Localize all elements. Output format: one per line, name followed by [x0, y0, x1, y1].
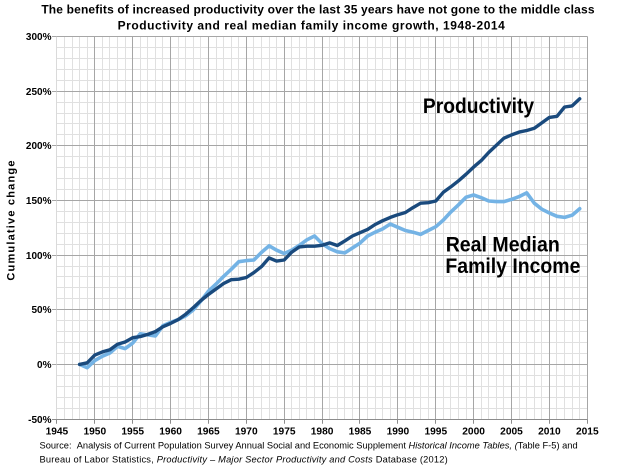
- svg-text:Cumulative change: Cumulative change: [6, 159, 18, 280]
- svg-text:1960: 1960: [159, 427, 182, 438]
- svg-text:1985: 1985: [349, 427, 372, 438]
- svg-text:1970: 1970: [235, 427, 258, 438]
- svg-text:2010: 2010: [538, 427, 561, 438]
- svg-text:1945: 1945: [46, 427, 69, 438]
- svg-text:1955: 1955: [121, 427, 144, 438]
- svg-text:200%: 200%: [26, 141, 52, 152]
- svg-text:250%: 250%: [26, 87, 52, 98]
- svg-text:2005: 2005: [500, 427, 523, 438]
- svg-text:Productivity: Productivity: [423, 95, 534, 118]
- svg-text:The benefits of increased prod: The benefits of increased productivity o…: [41, 3, 595, 17]
- svg-text:1990: 1990: [387, 427, 410, 438]
- svg-text:2015: 2015: [576, 427, 599, 438]
- svg-text:1975: 1975: [273, 427, 296, 438]
- svg-text:2000: 2000: [462, 427, 485, 438]
- svg-text:1950: 1950: [83, 427, 106, 438]
- svg-text:Real Median: Real Median: [446, 234, 560, 257]
- svg-text:Bureau of Labor Statistics, Pr: Bureau of Labor Statistics, Productivity…: [40, 455, 448, 465]
- svg-text:50%: 50%: [31, 305, 51, 316]
- svg-text:100%: 100%: [26, 251, 52, 262]
- svg-text:1965: 1965: [197, 427, 220, 438]
- svg-text:Source: Analysis of Current P: Source: Analysis of Current Population S…: [40, 440, 578, 450]
- svg-text:Productivity and real median f: Productivity and real median family inco…: [118, 19, 506, 33]
- svg-text:300%: 300%: [26, 32, 52, 43]
- svg-text:1995: 1995: [424, 427, 447, 438]
- svg-text:150%: 150%: [26, 196, 52, 207]
- svg-text:0%: 0%: [37, 360, 52, 371]
- svg-text:-50%: -50%: [28, 415, 51, 426]
- svg-text:Family Income: Family Income: [445, 255, 580, 278]
- svg-text:1980: 1980: [311, 427, 334, 438]
